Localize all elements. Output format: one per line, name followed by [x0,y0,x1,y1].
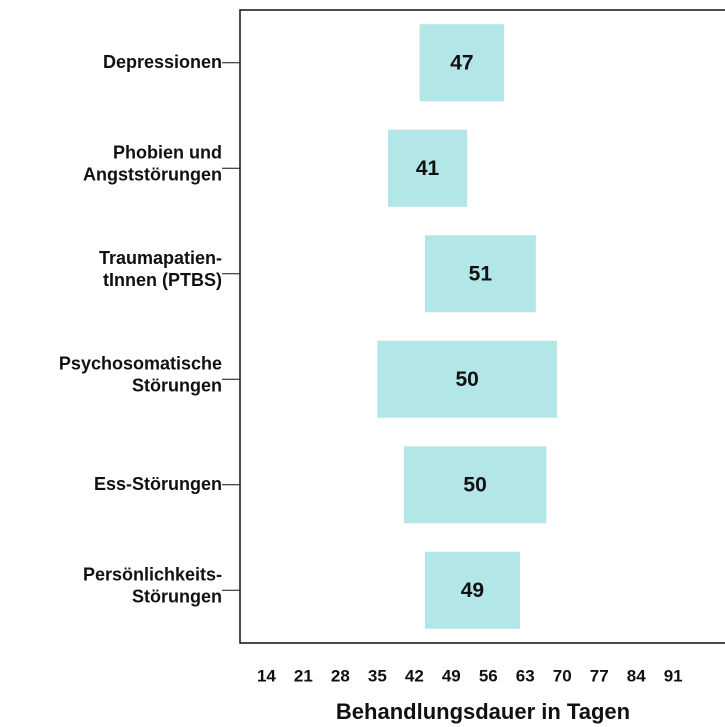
y-tick-label-line: Persönlichkeits- [83,564,222,584]
x-tick-label: 14 [257,666,276,685]
x-tick-label: 84 [627,666,646,685]
bar [424,235,536,313]
y-tick-label-line: Traumapatien- [99,248,222,268]
x-tick-label: 49 [442,666,461,685]
plot-frame [239,9,725,644]
y-tick-label-line: Depressionen [103,52,222,72]
bar [377,340,557,418]
bar [403,446,547,524]
y-tick-label-line: Störungen [132,375,222,395]
value-label: 49 [461,579,484,602]
x-tick-label: 91 [664,666,683,685]
x-tick-label: 63 [516,666,535,685]
y-tick-label: Persönlichkeits-Störungen [83,564,222,606]
x-tick-label: 42 [405,666,424,685]
x-tick-label: 35 [368,666,387,685]
y-tick-label-line: Ess-Störungen [94,474,222,494]
x-tick-label: 77 [590,666,609,685]
y-tick-label: Traumapatien-tInnen (PTBS) [99,248,222,290]
y-tick-label-line: Störungen [132,586,222,606]
bar [424,551,520,629]
y-tick-label-line: Angststörungen [83,164,222,184]
y-tick-label: Phobien und Angststörungen [83,142,222,184]
y-tick-label-line: tInnen (PTBS) [103,270,222,290]
x-tick-label: 21 [294,666,313,685]
value-label: 51 [469,262,493,285]
y-tick-label: Depressionen [103,52,222,72]
x-tick-label: 70 [553,666,572,685]
x-tick-label: 28 [331,666,350,685]
value-label: 50 [463,473,486,496]
bar [387,129,468,207]
y-tick-label: Psychosomatische Störungen [59,353,222,395]
x-tick-label: 56 [479,666,498,685]
x-axis-title: Behandlungsdauer in Tagen [336,699,630,724]
y-tick-label-line: Psychosomatische [59,353,222,373]
y-tick-label-line: Phobien und [113,142,222,162]
y-tick-label: Ess-Störungen [94,474,222,494]
value-label: 47 [450,51,473,74]
bar [419,24,505,102]
value-label: 41 [416,157,440,180]
value-label: 50 [455,368,478,391]
